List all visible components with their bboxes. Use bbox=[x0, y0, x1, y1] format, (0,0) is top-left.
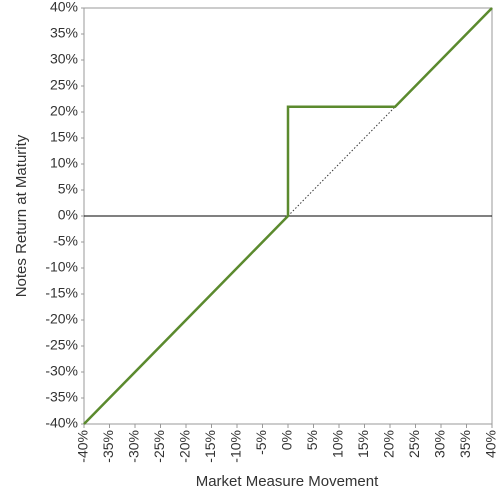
y-tick-label: -25% bbox=[45, 337, 78, 353]
x-tick-label: -20% bbox=[177, 430, 193, 463]
line-series bbox=[83, 7, 493, 425]
y-tick-label: -30% bbox=[45, 363, 78, 379]
x-tick-label: -40% bbox=[75, 430, 91, 463]
x-tick-label: 15% bbox=[355, 430, 371, 458]
x-tick-label: -15% bbox=[202, 430, 218, 463]
x-tick-label: 40% bbox=[483, 430, 499, 458]
y-tick-label: -10% bbox=[45, 259, 78, 275]
x-tick-label: 30% bbox=[432, 430, 448, 458]
y-tick-label: 35% bbox=[50, 25, 78, 41]
y-tick-label: 40% bbox=[50, 0, 78, 15]
x-tick-label: 0% bbox=[279, 430, 295, 450]
x-tick-label: -5% bbox=[253, 430, 269, 455]
x-tick-label: 5% bbox=[304, 430, 320, 450]
x-tick-label: -25% bbox=[151, 430, 167, 463]
x-axis-label: Market Measure Movement bbox=[196, 473, 379, 490]
y-tick-label: 5% bbox=[58, 181, 78, 197]
y-tick-label: -20% bbox=[45, 311, 78, 327]
x-tick-label: -30% bbox=[126, 430, 142, 463]
line-series bbox=[287, 106, 396, 217]
y-tick-label: 25% bbox=[50, 77, 78, 93]
y-tick-label: -35% bbox=[45, 389, 78, 405]
y-tick-label: -40% bbox=[45, 415, 78, 431]
y-tick-label: 30% bbox=[50, 51, 78, 67]
y-tick-label: -15% bbox=[45, 285, 78, 301]
y-tick-label: 10% bbox=[50, 155, 78, 171]
y-axis-label: Notes Return at Maturity bbox=[13, 134, 30, 297]
x-tick-label: 20% bbox=[381, 430, 397, 458]
y-tick-label: -5% bbox=[53, 233, 78, 249]
y-tick-label: 20% bbox=[50, 103, 78, 119]
y-tick-label: 15% bbox=[50, 129, 78, 145]
x-tick-label: 10% bbox=[330, 430, 346, 458]
x-tick-label: -35% bbox=[100, 430, 116, 463]
x-tick-label: 35% bbox=[457, 430, 473, 458]
y-tick-label: 0% bbox=[58, 207, 78, 223]
x-tick-label: 25% bbox=[406, 430, 422, 458]
x-tick-label: -10% bbox=[228, 430, 244, 463]
